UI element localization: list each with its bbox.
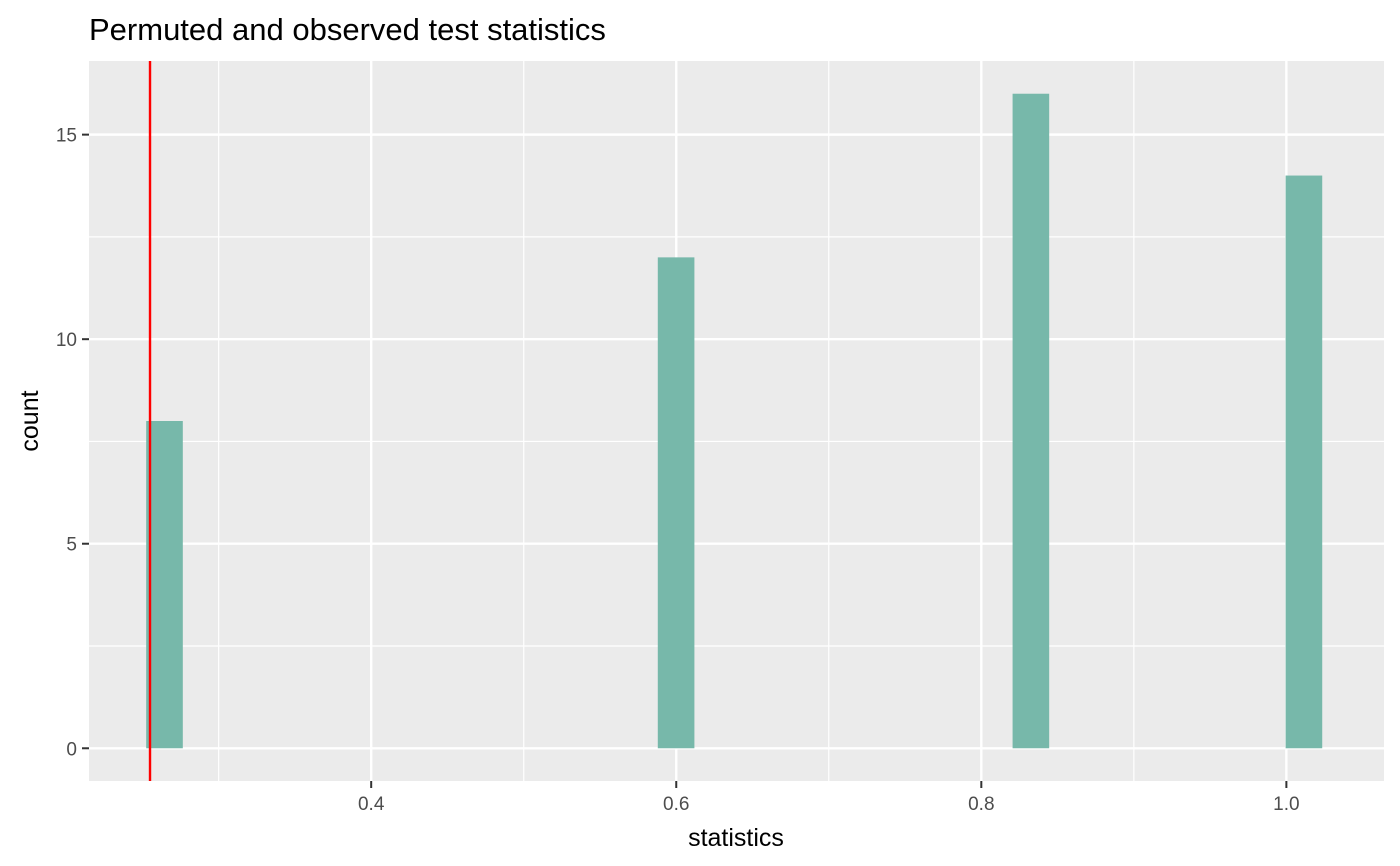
x-tick-label: 0.6 (663, 794, 689, 815)
histogram-bar (146, 421, 183, 749)
histogram-bar (1012, 93, 1050, 749)
chart-title: Permuted and observed test statistics (89, 12, 606, 47)
y-axis-title: count (16, 390, 44, 451)
histogram-bar (1285, 175, 1323, 749)
y-tick-label: 5 (66, 535, 77, 556)
x-axis: 0.4 0.6 0.8 1.0 (358, 781, 1300, 815)
x-tick-label: 0.8 (968, 794, 994, 815)
y-tick-label: 10 (56, 330, 77, 351)
y-tick-label: 15 (56, 126, 77, 147)
y-tick-label: 0 (66, 739, 77, 760)
histogram-bars (146, 93, 1323, 749)
minor-gridlines (89, 61, 1384, 781)
histogram-bar (657, 257, 695, 749)
y-axis: 0 5 10 15 (56, 126, 89, 760)
plot-panel (89, 61, 1384, 781)
x-tick-label: 0.4 (358, 794, 385, 815)
x-axis-title: statistics (688, 824, 784, 852)
x-tick-label: 1.0 (1273, 794, 1299, 815)
